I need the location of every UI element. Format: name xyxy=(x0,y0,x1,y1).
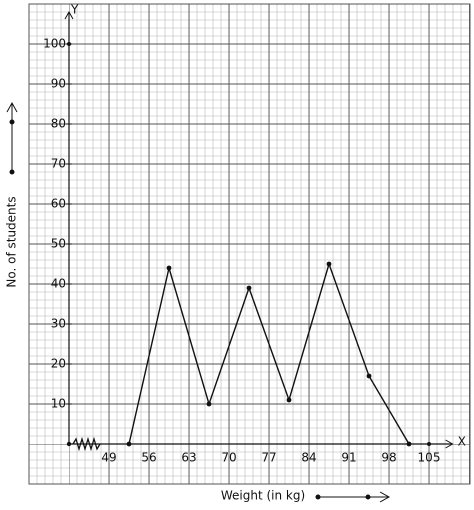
y-tick-label: 100 xyxy=(43,37,66,51)
x-tick-label: 56 xyxy=(141,451,156,465)
arrow-decoration xyxy=(6,101,391,503)
y-tick-label: 90 xyxy=(51,77,66,91)
y-tick-label: 30 xyxy=(51,317,66,331)
data-point xyxy=(366,373,372,379)
y-axis-label: No. of students xyxy=(5,196,19,287)
data-point xyxy=(406,441,412,447)
y-tick-label: 20 xyxy=(51,357,66,371)
axis-dot xyxy=(67,42,71,46)
y-axis-arrow xyxy=(64,10,74,20)
x-tick-label: 77 xyxy=(261,451,276,465)
data-point xyxy=(206,401,212,407)
x-axis-arrow xyxy=(445,439,454,449)
x-axis-name: X xyxy=(458,435,466,449)
data-point xyxy=(246,285,252,291)
axis-dot xyxy=(427,442,431,446)
y-tick-label: 10 xyxy=(51,397,66,411)
data-line xyxy=(128,261,410,445)
x-tick-label: 49 xyxy=(101,451,116,465)
y-axis-name: Y xyxy=(70,3,79,17)
x-tick-label: 98 xyxy=(381,451,396,465)
data-point xyxy=(286,397,292,403)
y-tick-label: 70 xyxy=(51,157,66,171)
origin xyxy=(66,441,72,447)
data-point xyxy=(166,265,172,271)
data-point xyxy=(326,261,332,267)
x-tick-label: 105 xyxy=(418,451,441,465)
axis-break xyxy=(72,436,101,452)
x-axis-label: Weight (in kg) xyxy=(221,489,305,503)
x-tick-label: 70 xyxy=(221,451,236,465)
y-tick-label: 80 xyxy=(51,117,66,131)
y-tick-label: 60 xyxy=(51,197,66,211)
plot: 10 20 30 40 50 60 70 80 90 100 49 56 63 70 77 84 91 98 105… xyxy=(29,3,470,484)
data-point xyxy=(126,441,132,447)
x-tick-label: 63 xyxy=(181,451,196,465)
x-tick-label: 84 xyxy=(301,451,316,465)
y-tick-label: 40 xyxy=(51,277,66,291)
y-tick-label: 50 xyxy=(51,237,66,251)
x-tick-label: 91 xyxy=(341,451,356,465)
